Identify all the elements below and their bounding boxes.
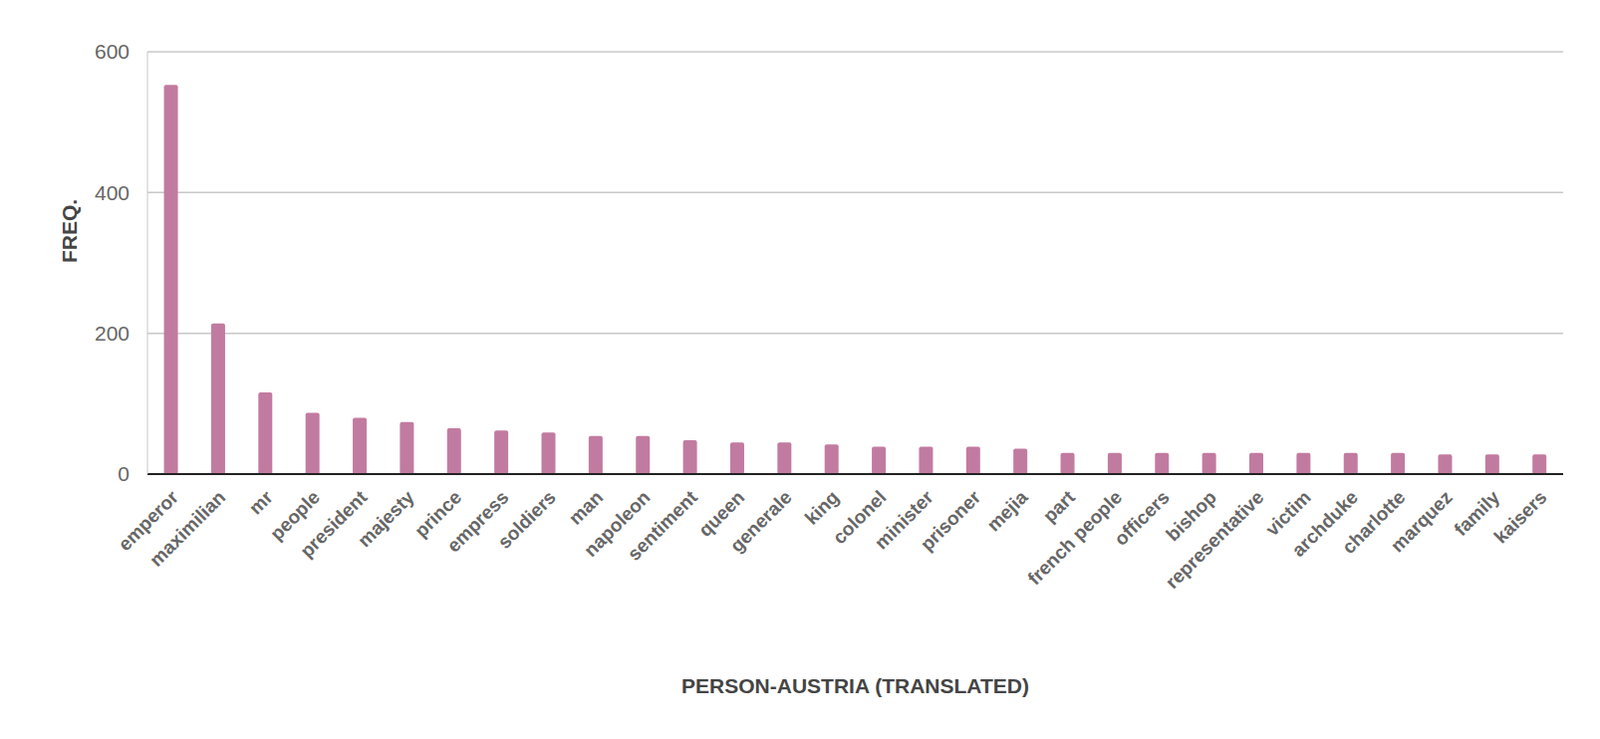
- svg-text:man: man: [564, 486, 607, 529]
- svg-text:majesty: majesty: [353, 486, 419, 551]
- svg-text:soldiers: soldiers: [494, 486, 560, 552]
- svg-text:bishop: bishop: [1161, 486, 1221, 546]
- svg-text:family: family: [1450, 486, 1504, 541]
- svg-text:sentiment: sentiment: [623, 486, 703, 565]
- svg-text:generale: generale: [726, 486, 797, 556]
- svg-text:marquez: marquez: [1386, 486, 1457, 556]
- svg-text:FREQ.: FREQ.: [57, 199, 81, 264]
- svg-text:french people: french people: [1023, 486, 1126, 589]
- svg-text:officers: officers: [1109, 486, 1173, 549]
- svg-text:colonel: colonel: [828, 486, 891, 549]
- svg-text:representative: representative: [1161, 486, 1269, 593]
- svg-text:mr: mr: [245, 486, 277, 519]
- svg-text:emperor: emperor: [113, 486, 183, 556]
- svg-text:400: 400: [94, 181, 130, 205]
- svg-text:PERSON-AUSTRIA (TRANSLATED): PERSON-AUSTRIA (TRANSLATED): [681, 674, 1030, 698]
- svg-text:napoleon: napoleon: [579, 486, 655, 561]
- svg-text:mejia: mejia: [982, 486, 1033, 536]
- svg-text:queen: queen: [694, 486, 749, 541]
- svg-text:prisoner: prisoner: [916, 486, 986, 555]
- svg-text:empress: empress: [442, 486, 513, 557]
- svg-text:president: president: [295, 486, 372, 562]
- svg-text:charlotte: charlotte: [1337, 486, 1410, 559]
- svg-text:part: part: [1039, 486, 1080, 528]
- svg-text:kaisers: kaisers: [1489, 486, 1551, 547]
- svg-text:king: king: [800, 486, 843, 529]
- svg-text:maximilian: maximilian: [145, 486, 230, 570]
- svg-text:0: 0: [117, 462, 130, 486]
- svg-text:prince: prince: [410, 486, 466, 542]
- svg-text:200: 200: [94, 321, 130, 345]
- svg-text:victim: victim: [1261, 486, 1315, 541]
- svg-text:people: people: [265, 486, 324, 545]
- svg-text:archduke: archduke: [1287, 486, 1363, 561]
- svg-text:600: 600: [94, 39, 130, 63]
- svg-text:minister: minister: [870, 486, 938, 554]
